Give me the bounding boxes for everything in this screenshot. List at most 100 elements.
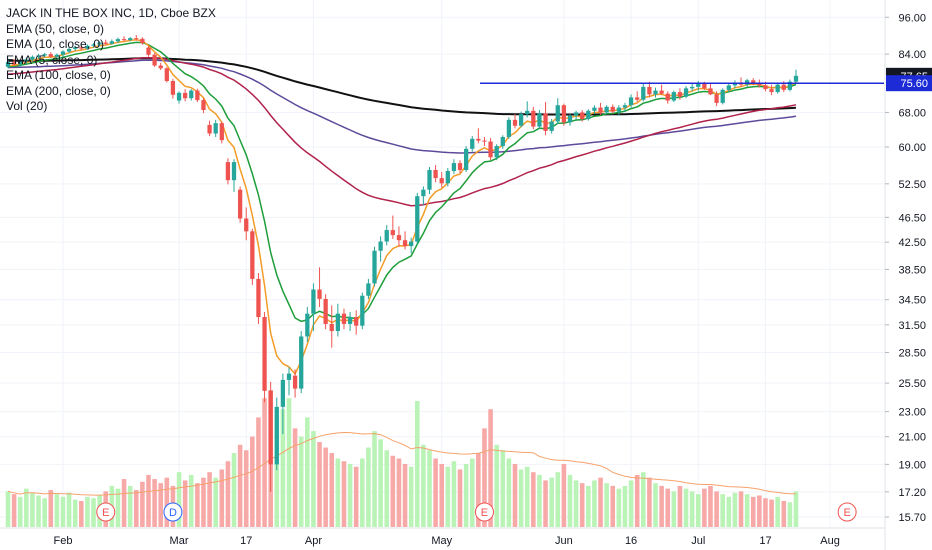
candle-body: [121, 39, 127, 41]
volume-bar: [421, 444, 426, 527]
candle-body: [793, 75, 799, 82]
price-axis[interactable]: 96.0084.0077.6575.6068.0060.0052.5046.50…: [884, 0, 932, 550]
volume-bar: [91, 498, 96, 527]
volume-bar: [366, 447, 371, 527]
volume-bar: [592, 480, 597, 527]
candle-body: [268, 390, 273, 465]
candle-body: [708, 88, 713, 95]
candle-body: [512, 119, 518, 126]
volume-bar: [347, 463, 353, 527]
candle-body: [671, 92, 676, 101]
event-marker[interactable]: [474, 502, 494, 522]
volume-bar: [793, 491, 799, 527]
candle-body: [726, 85, 731, 90]
time-axis[interactable]: Feb Mar 17 Apr May Jun 16 Jul 17 Aug: [0, 527, 885, 547]
candle-body: [323, 298, 328, 324]
volume-bar: [250, 436, 255, 527]
volume-bar: [714, 491, 719, 527]
volume-bar: [42, 498, 47, 527]
volume-bar: [457, 469, 463, 527]
candle-body: [567, 115, 573, 123]
candle-body: [518, 114, 524, 126]
event-marker[interactable]: [837, 502, 857, 522]
volume-bar: [274, 414, 280, 527]
candle-body: [573, 112, 579, 116]
volume-bar: [647, 477, 652, 527]
price-tick-label: 31.50: [898, 320, 926, 332]
price-tick-label: 21.00: [898, 432, 926, 444]
price-tick-label: 19.00: [898, 459, 926, 471]
volume-bar: [201, 477, 206, 527]
candle-body: [635, 97, 640, 100]
volume-bar: [500, 450, 506, 527]
volume-bar: [414, 400, 420, 527]
candle-body: [457, 163, 463, 170]
candle-body: [549, 121, 554, 131]
candle-body: [702, 83, 707, 89]
candle-body: [317, 289, 322, 299]
volume-bar: [695, 494, 701, 527]
volume-bar: [781, 500, 787, 527]
volume-bar: [5, 491, 11, 527]
candle-body: [653, 90, 658, 95]
event-label: D: [169, 507, 177, 519]
candle-body: [262, 317, 267, 391]
volume-bar: [506, 458, 512, 527]
candle-body: [714, 94, 719, 103]
candle-body: [128, 38, 133, 41]
volume-bar: [280, 409, 286, 527]
volume-bar: [634, 474, 640, 527]
volume-bar: [463, 463, 469, 527]
volume-bar: [262, 398, 267, 527]
volume-bar: [671, 491, 677, 527]
event-label: E: [481, 507, 488, 519]
candle-body: [439, 178, 444, 184]
candle-body: [665, 93, 670, 101]
price-tick-label: 34.50: [898, 295, 926, 307]
volume-bar: [543, 480, 548, 527]
candle-body: [647, 86, 652, 95]
price-tick-label: 23.00: [898, 407, 926, 419]
volume-bar: [427, 450, 432, 527]
volume-bar: [555, 472, 561, 527]
volume-bar: [231, 453, 237, 527]
volume-bar: [384, 450, 390, 527]
volume-bar: [60, 496, 66, 527]
candle-body: [244, 218, 249, 232]
volume-bar: [140, 481, 145, 527]
candle-body: [769, 89, 774, 93]
candle-body: [115, 39, 121, 42]
candle-body: [341, 313, 347, 324]
candle-body: [616, 107, 621, 112]
volume-bar: [769, 499, 774, 527]
volume-bar: [482, 428, 487, 527]
volume-bar: [744, 494, 750, 527]
event-marker[interactable]: [163, 502, 183, 522]
candle-body: [189, 90, 194, 99]
candle-body: [470, 138, 475, 149]
price-tick-label: 46.50: [898, 212, 926, 224]
volume-bar: [518, 469, 524, 527]
volume-bar: [158, 483, 164, 527]
candle-body: [164, 68, 169, 82]
volume-bar: [640, 472, 646, 527]
candle-body: [402, 240, 408, 247]
candle-body: [207, 124, 212, 134]
event-label: E: [843, 507, 850, 519]
volume-bar: [451, 461, 457, 527]
price-tick-label: 15.70: [898, 512, 926, 524]
hline-price-box[interactable]: [886, 75, 932, 92]
candle-body: [60, 51, 66, 55]
candle-body: [97, 42, 102, 45]
candle-body: [18, 61, 23, 65]
volume-bar: [677, 485, 683, 527]
event-marker[interactable]: [96, 502, 116, 522]
volume-bar: [121, 479, 127, 527]
candle-body: [354, 317, 359, 326]
volume-bar: [732, 492, 738, 527]
candle-body: [201, 100, 206, 111]
volume-bar: [353, 466, 359, 527]
candle-body: [677, 92, 683, 97]
